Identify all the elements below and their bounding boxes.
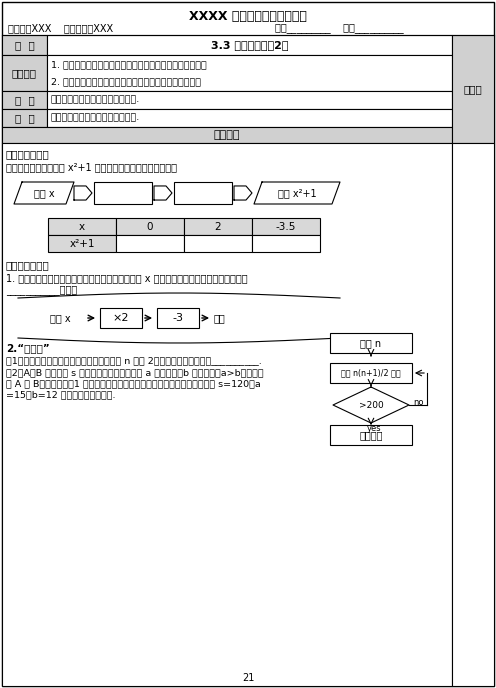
- Text: ___________表示。: ___________表示。: [6, 285, 77, 295]
- Text: 计算 n(n+1)/2 的値: 计算 n(n+1)/2 的値: [341, 369, 401, 378]
- Text: =15，b=12 时，这一代数式的値.: =15，b=12 时，这一代数式的値.: [6, 391, 116, 400]
- Bar: [2, 143, 452, 686]
- Polygon shape: [14, 182, 74, 204]
- Bar: [2, 127, 452, 143]
- Bar: [184, 218, 252, 235]
- Bar: [452, 35, 494, 143]
- Bar: [452, 143, 494, 686]
- Text: -3.5: -3.5: [276, 222, 296, 231]
- Text: 教学流程: 教学流程: [214, 130, 240, 140]
- Text: 2: 2: [215, 222, 221, 231]
- Text: ×2: ×2: [113, 313, 129, 323]
- Bar: [94, 182, 152, 204]
- Text: 会按照规定的程序计算代数式的値.: 会按照规定的程序计算代数式的値.: [51, 114, 140, 122]
- Text: （1）按右边图示的程序计算，若开始输入的 n 値为 2，则最后输出的结果是__________.: （1）按右边图示的程序计算，若开始输入的 n 値为 2，则最后输出的结果是___…: [6, 356, 262, 365]
- Polygon shape: [74, 186, 92, 200]
- Bar: [330, 363, 412, 383]
- Text: x: x: [79, 222, 85, 231]
- Text: 输入 x: 输入 x: [50, 313, 70, 323]
- Bar: [100, 308, 142, 328]
- Bar: [116, 218, 184, 235]
- Text: 2.“做一做”: 2.“做一做”: [6, 343, 50, 353]
- Text: 随笔栏: 随笔栏: [464, 84, 483, 94]
- Text: 输入 n: 输入 n: [361, 338, 381, 348]
- Text: 重  点: 重 点: [14, 95, 34, 105]
- Text: 学习目标: 学习目标: [12, 68, 37, 78]
- Text: 课  题: 课 题: [14, 40, 34, 50]
- Bar: [2, 35, 47, 55]
- Text: x²+1: x²+1: [69, 239, 95, 248]
- Bar: [2, 91, 47, 109]
- Bar: [47, 55, 452, 91]
- Text: 输出结果: 输出结果: [359, 430, 383, 440]
- Text: 会按照规定的程序计算代数式的値.: 会按照规定的程序计算代数式的値.: [51, 96, 140, 105]
- Bar: [330, 333, 412, 353]
- Polygon shape: [154, 186, 172, 200]
- Text: -3: -3: [173, 313, 184, 323]
- Text: >200: >200: [359, 400, 383, 409]
- Text: 1. 如图是数値转换机的示意图，如果输入的数字用 x 表示，那么输出的数字可以用代数式: 1. 如图是数値转换机的示意图，如果输入的数字用 x 表示，那么输出的数字可以用…: [6, 273, 248, 283]
- Bar: [48, 218, 116, 235]
- Text: 输出 x²+1: 输出 x²+1: [278, 188, 316, 198]
- Text: 难  点: 难 点: [14, 113, 34, 123]
- Bar: [48, 235, 116, 252]
- Text: 输出: 输出: [214, 313, 226, 323]
- Text: 一、自学检测：: 一、自学检测：: [6, 149, 50, 159]
- Text: 主备人：XXX    教案审核：XXX: 主备人：XXX 教案审核：XXX: [8, 23, 113, 33]
- Bar: [157, 308, 199, 328]
- Text: 0: 0: [147, 222, 153, 231]
- Text: XXXX 中学七年级数学导学案: XXXX 中学七年级数学导学案: [189, 10, 307, 23]
- Bar: [330, 425, 412, 445]
- Text: 3.3 代数式的値（2）: 3.3 代数式的値（2）: [211, 40, 288, 50]
- Text: 二、探究活动：: 二、探究活动：: [6, 260, 50, 270]
- Text: 21: 21: [242, 673, 254, 683]
- Text: （2）A、B 两地相距 s 千米，甲、乙两人分别以 a 千米／时、b 千米／时（a>b）的速度: （2）A、B 两地相距 s 千米，甲、乙两人分别以 a 千米／时、b 千米／时（…: [6, 369, 264, 378]
- Polygon shape: [234, 186, 252, 200]
- Text: 从 A 到 B，如果甲先走1 小时，试用代数式表示甲比乙早到的时间．再求：当 s=120，a: 从 A 到 B，如果甲先走1 小时，试用代数式表示甲比乙早到的时间．再求：当 s…: [6, 380, 261, 389]
- Polygon shape: [254, 182, 340, 204]
- Bar: [184, 235, 252, 252]
- Bar: [174, 182, 232, 204]
- Polygon shape: [333, 387, 409, 423]
- Bar: [252, 218, 320, 235]
- Bar: [116, 235, 184, 252]
- Text: 输入 x: 输入 x: [34, 188, 55, 198]
- Bar: [2, 55, 47, 91]
- Bar: [2, 109, 47, 127]
- Text: 2. 在计算代数式的値得过程中，感受数量的变化及联系。: 2. 在计算代数式的値得过程中，感受数量的变化及联系。: [51, 78, 201, 87]
- Bar: [47, 91, 452, 109]
- Text: 1. 能读懂计算程序图，会按照规定的程序计算代数式的値。: 1. 能读懂计算程序图，会按照规定的程序计算代数式的値。: [51, 61, 207, 69]
- Bar: [47, 109, 452, 127]
- Text: yes: yes: [367, 424, 381, 433]
- Bar: [252, 235, 320, 252]
- Bar: [47, 35, 452, 55]
- Text: 请你设计出计算代数式 x²+1 的値的计算程序，再填写下表：: 请你设计出计算代数式 x²+1 的値的计算程序，再填写下表：: [6, 162, 177, 172]
- Text: no: no: [413, 398, 424, 407]
- Text: 班级_________    姓名__________: 班级_________ 姓名__________: [275, 23, 404, 33]
